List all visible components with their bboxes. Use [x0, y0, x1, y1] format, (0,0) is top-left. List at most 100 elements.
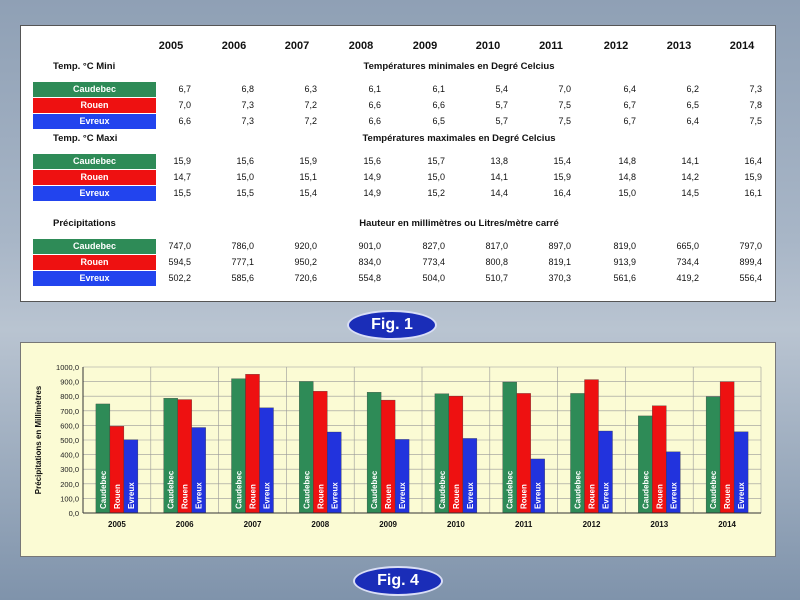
y-tick-label: 500,0	[60, 436, 79, 445]
city-label-evreux: Evreux	[33, 114, 156, 129]
bar-label: Rouen	[181, 484, 190, 509]
table-cell: 819,1	[548, 257, 571, 267]
bar-label: Rouen	[384, 484, 393, 509]
table-cell: 6,6	[368, 100, 381, 110]
table-cell: 6,5	[686, 100, 699, 110]
precipitation-chart: 0,0 100,0 200,0 300,0 400,0 500,0 600,0 700,0 80…	[20, 342, 776, 557]
table-cell: 5,7	[495, 100, 508, 110]
table-cell: 14,7	[173, 172, 191, 182]
table-cell: 7,3	[241, 116, 254, 126]
table-cell: 6,6	[368, 116, 381, 126]
section-label: Temp. °C Maxi	[53, 133, 118, 144]
fig-1-badge: Fig. 1	[347, 310, 437, 340]
year-header-2010: 2010	[475, 40, 501, 52]
table-cell: 773,4	[422, 257, 445, 267]
section-subtitle: Températures maximales en Degré Celcius	[362, 133, 556, 144]
table-cell: 786,0	[231, 241, 254, 251]
table-cell: 561,6	[613, 273, 636, 283]
x-tick-label: 2010	[447, 520, 465, 529]
city-label-caudebec: Caudebec	[33, 82, 156, 97]
bar-label: Rouen	[113, 484, 122, 509]
table-cell: 15,5	[173, 188, 191, 198]
table-cell: 800,8	[485, 257, 508, 267]
table-cell: 585,6	[231, 273, 254, 283]
bar-label: Caudebec	[370, 470, 379, 509]
chart-canvas: 0,0 100,0 200,0 300,0 400,0 500,0 600,0 700,0 80…	[34, 363, 762, 529]
y-tick-label: 800,0	[60, 392, 79, 401]
bar-label: Evreux	[330, 482, 339, 509]
x-tick-label: 2008	[311, 520, 329, 529]
table-cell: 14,9	[363, 172, 381, 182]
y-tick-label: 400,0	[60, 451, 79, 460]
x-tick-label: 2005	[108, 520, 126, 529]
table-cell: 913,9	[613, 257, 636, 267]
table-cell: 15,0	[427, 172, 445, 182]
table-cell: 15,5	[236, 188, 254, 198]
city-label-caudebec: Caudebec	[33, 154, 156, 169]
table-cell: 734,4	[676, 257, 699, 267]
year-header-2005: 2005	[158, 40, 184, 52]
table-cell: 6,6	[178, 116, 191, 126]
bar-label: Rouen	[588, 484, 597, 509]
table-cell: 13,8	[490, 156, 508, 166]
table-cell: 6,3	[304, 84, 317, 94]
fig-4-badge: Fig. 4	[353, 566, 443, 596]
table-cell: 6,1	[432, 84, 445, 94]
bar-label: Evreux	[602, 482, 611, 509]
table-cell: 14,2	[681, 172, 699, 182]
table-cell: 7,8	[749, 100, 762, 110]
year-header-2009: 2009	[412, 40, 438, 52]
city-label-evreux: Evreux	[33, 186, 156, 201]
table-cell: 15,4	[299, 188, 317, 198]
table-cell: 554,8	[358, 273, 381, 283]
table-cell: 16,4	[744, 156, 762, 166]
y-tick-label: 0,0	[69, 509, 79, 518]
year-header-2011: 2011	[539, 40, 563, 52]
y-axis-label: Précipitations en Millimètres	[34, 385, 43, 494]
table-cell: 6,7	[623, 100, 636, 110]
table-cell: 6,4	[686, 116, 699, 126]
table-cell: 14,5	[681, 188, 699, 198]
table-cell: 950,2	[294, 257, 317, 267]
y-tick-label: 700,0	[60, 407, 79, 416]
table-cell: 15,7	[427, 156, 445, 166]
table-cell: 7,2	[304, 116, 317, 126]
table-cell: 777,1	[231, 257, 254, 267]
table-cell: 510,7	[485, 273, 508, 283]
bar-label: Caudebec	[438, 470, 447, 509]
bar-label: Rouen	[249, 484, 258, 509]
table-cell: 15,0	[618, 188, 636, 198]
bar-label: Evreux	[127, 482, 136, 509]
table-cell: 419,2	[676, 273, 699, 283]
bar-label: Caudebec	[641, 470, 650, 509]
data-table: 2005 2006 2007 2008 2009 2010 2011 2012 2013 2014…	[20, 25, 776, 302]
table-cell: 15,9	[744, 172, 762, 182]
table-cell: 6,4	[623, 84, 636, 94]
y-tick-label: 600,0	[60, 421, 79, 430]
table-cell: 897,0	[548, 241, 571, 251]
table-cell: 819,0	[613, 241, 636, 251]
table-cell: 747,0	[168, 241, 191, 251]
table-cell: 899,4	[739, 257, 762, 267]
bar-label: Caudebec	[506, 470, 515, 509]
table-cell: 797,0	[739, 241, 762, 251]
x-tick-label: 2011	[515, 520, 533, 529]
bar-label: Evreux	[195, 482, 204, 509]
table-cell: 7,5	[558, 116, 571, 126]
year-header-2006: 2006	[221, 40, 247, 52]
table-cell: 720,6	[294, 273, 317, 283]
table-cell: 817,0	[485, 241, 508, 251]
bar-label: Caudebec	[709, 470, 718, 509]
table-cell: 15,6	[363, 156, 381, 166]
city-label-rouen: Rouen	[33, 98, 156, 113]
table-cell: 15,9	[299, 156, 317, 166]
bar-label: Rouen	[316, 484, 325, 509]
table-cell: 7,0	[178, 100, 191, 110]
table-cell: 15,9	[173, 156, 191, 166]
year-header-2008: 2008	[348, 40, 374, 52]
bar-label: Evreux	[398, 482, 407, 509]
section-subtitle: Températures minimales en Degré Celcius	[363, 61, 555, 72]
city-label-evreux: Evreux	[33, 271, 156, 286]
table-cell: 6,6	[432, 100, 445, 110]
y-tick-label: 900,0	[60, 378, 79, 387]
